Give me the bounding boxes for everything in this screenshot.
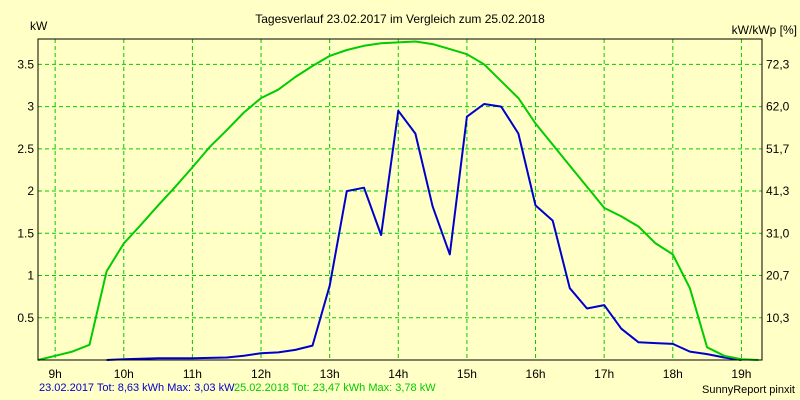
y-axis-left-label: kW	[30, 19, 48, 33]
y2-tick-label: 31,0	[766, 226, 790, 240]
y2-tick-label: 20,7	[766, 269, 790, 283]
x-tick-labels: 9h 10h 11h 12h 13h 14h 15h 16h 17h 18h 19h	[48, 367, 751, 381]
y2-tick-label: 10,3	[766, 311, 790, 325]
y-tick-label: 1	[27, 269, 34, 283]
y2-tick-label: 72,3	[766, 57, 790, 71]
x-tick-label: 11h	[183, 367, 202, 381]
chart-title: Tagesverlauf 23.02.2017 im Vergleich zum…	[255, 12, 545, 26]
y-tick-label: 3	[27, 100, 34, 114]
x-tick-label: 15h	[457, 367, 477, 381]
x-tick-label: 19h	[731, 367, 751, 381]
y-tick-label: 2.5	[17, 142, 34, 156]
y-tick-label: 2	[27, 184, 34, 198]
y-tick-label: 3.5	[17, 57, 34, 71]
y2-tick-label: 51,7	[766, 142, 790, 156]
y-tick-label: 0.5	[17, 311, 34, 325]
series-line-1	[106, 103, 742, 361]
x-tick-label: 13h	[320, 367, 340, 381]
series-line-2	[37, 40, 759, 361]
x-tick-label: 16h	[526, 367, 546, 381]
legend-series-1: 23.02.2017 Tot: 8,63 kWh Max: 3,03 kW	[39, 382, 235, 394]
x-tick-label: 9h	[48, 367, 61, 381]
y-tick-labels: 0.5 1 1.5 2 2.5 3 3.5	[17, 57, 34, 324]
credit: SunnyReport pinxit	[702, 384, 795, 396]
y2-tick-labels: 10,3 20,7 31,0 41,3 51,7 62,0 72,3	[766, 57, 790, 324]
grid	[38, 39, 762, 360]
y2-tick-label: 41,3	[766, 184, 790, 198]
legend-series-2: 25.02.2018 Tot: 23,47 kWh Max: 3,78 kW	[234, 382, 436, 394]
x-tick-label: 10h	[114, 367, 134, 381]
y2-tick-label: 62,0	[766, 100, 790, 114]
y-axis-right-label: kW/kWp [%]	[732, 23, 797, 37]
series-lines	[37, 40, 759, 361]
x-tick-label: 17h	[594, 367, 614, 381]
x-tick-label: 14h	[388, 367, 408, 381]
x-tick-label: 18h	[663, 367, 683, 381]
plot-border	[37, 38, 763, 361]
x-tick-label: 12h	[251, 367, 271, 381]
plot-area	[38, 39, 762, 360]
y-tick-label: 1.5	[17, 226, 34, 240]
